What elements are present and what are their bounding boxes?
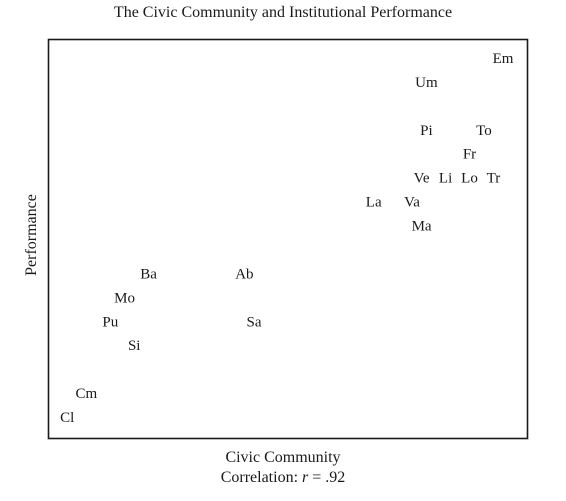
point-label-fr: Fr xyxy=(463,147,476,163)
x-axis-label: Civic Community xyxy=(225,449,341,466)
correlation-value: = .92 xyxy=(308,469,346,486)
point-label-cm: Cm xyxy=(75,386,97,402)
point-label-cl: Cl xyxy=(60,410,74,426)
point-label-ba: Ba xyxy=(140,266,157,282)
point-label-sa: Sa xyxy=(247,314,262,330)
correlation-note: Correlation: r = .92 xyxy=(0,469,566,487)
point-label-to: To xyxy=(476,123,492,139)
point-label-la: La xyxy=(366,195,382,211)
correlation-prefix: Correlation: xyxy=(220,469,303,486)
point-label-va: Va xyxy=(404,195,420,211)
correlation-symbol: r xyxy=(302,469,309,486)
point-label-ve: Ve xyxy=(414,171,430,187)
point-label-lo: Lo xyxy=(461,171,478,187)
point-label-mo: Mo xyxy=(114,290,135,306)
plot-frame xyxy=(47,38,529,440)
point-label-pi: Pi xyxy=(420,123,433,139)
point-label-um: Um xyxy=(415,75,438,91)
point-label-li: Li xyxy=(439,171,452,187)
point-label-em: Em xyxy=(493,51,514,67)
point-label-tr: Tr xyxy=(487,171,501,187)
chart-title: The Civic Community and Institutional Pe… xyxy=(113,4,453,21)
point-label-pu: Pu xyxy=(102,314,118,330)
point-label-si: Si xyxy=(128,338,141,354)
point-label-ab: Ab xyxy=(235,266,253,282)
point-label-ma: Ma xyxy=(412,219,432,235)
